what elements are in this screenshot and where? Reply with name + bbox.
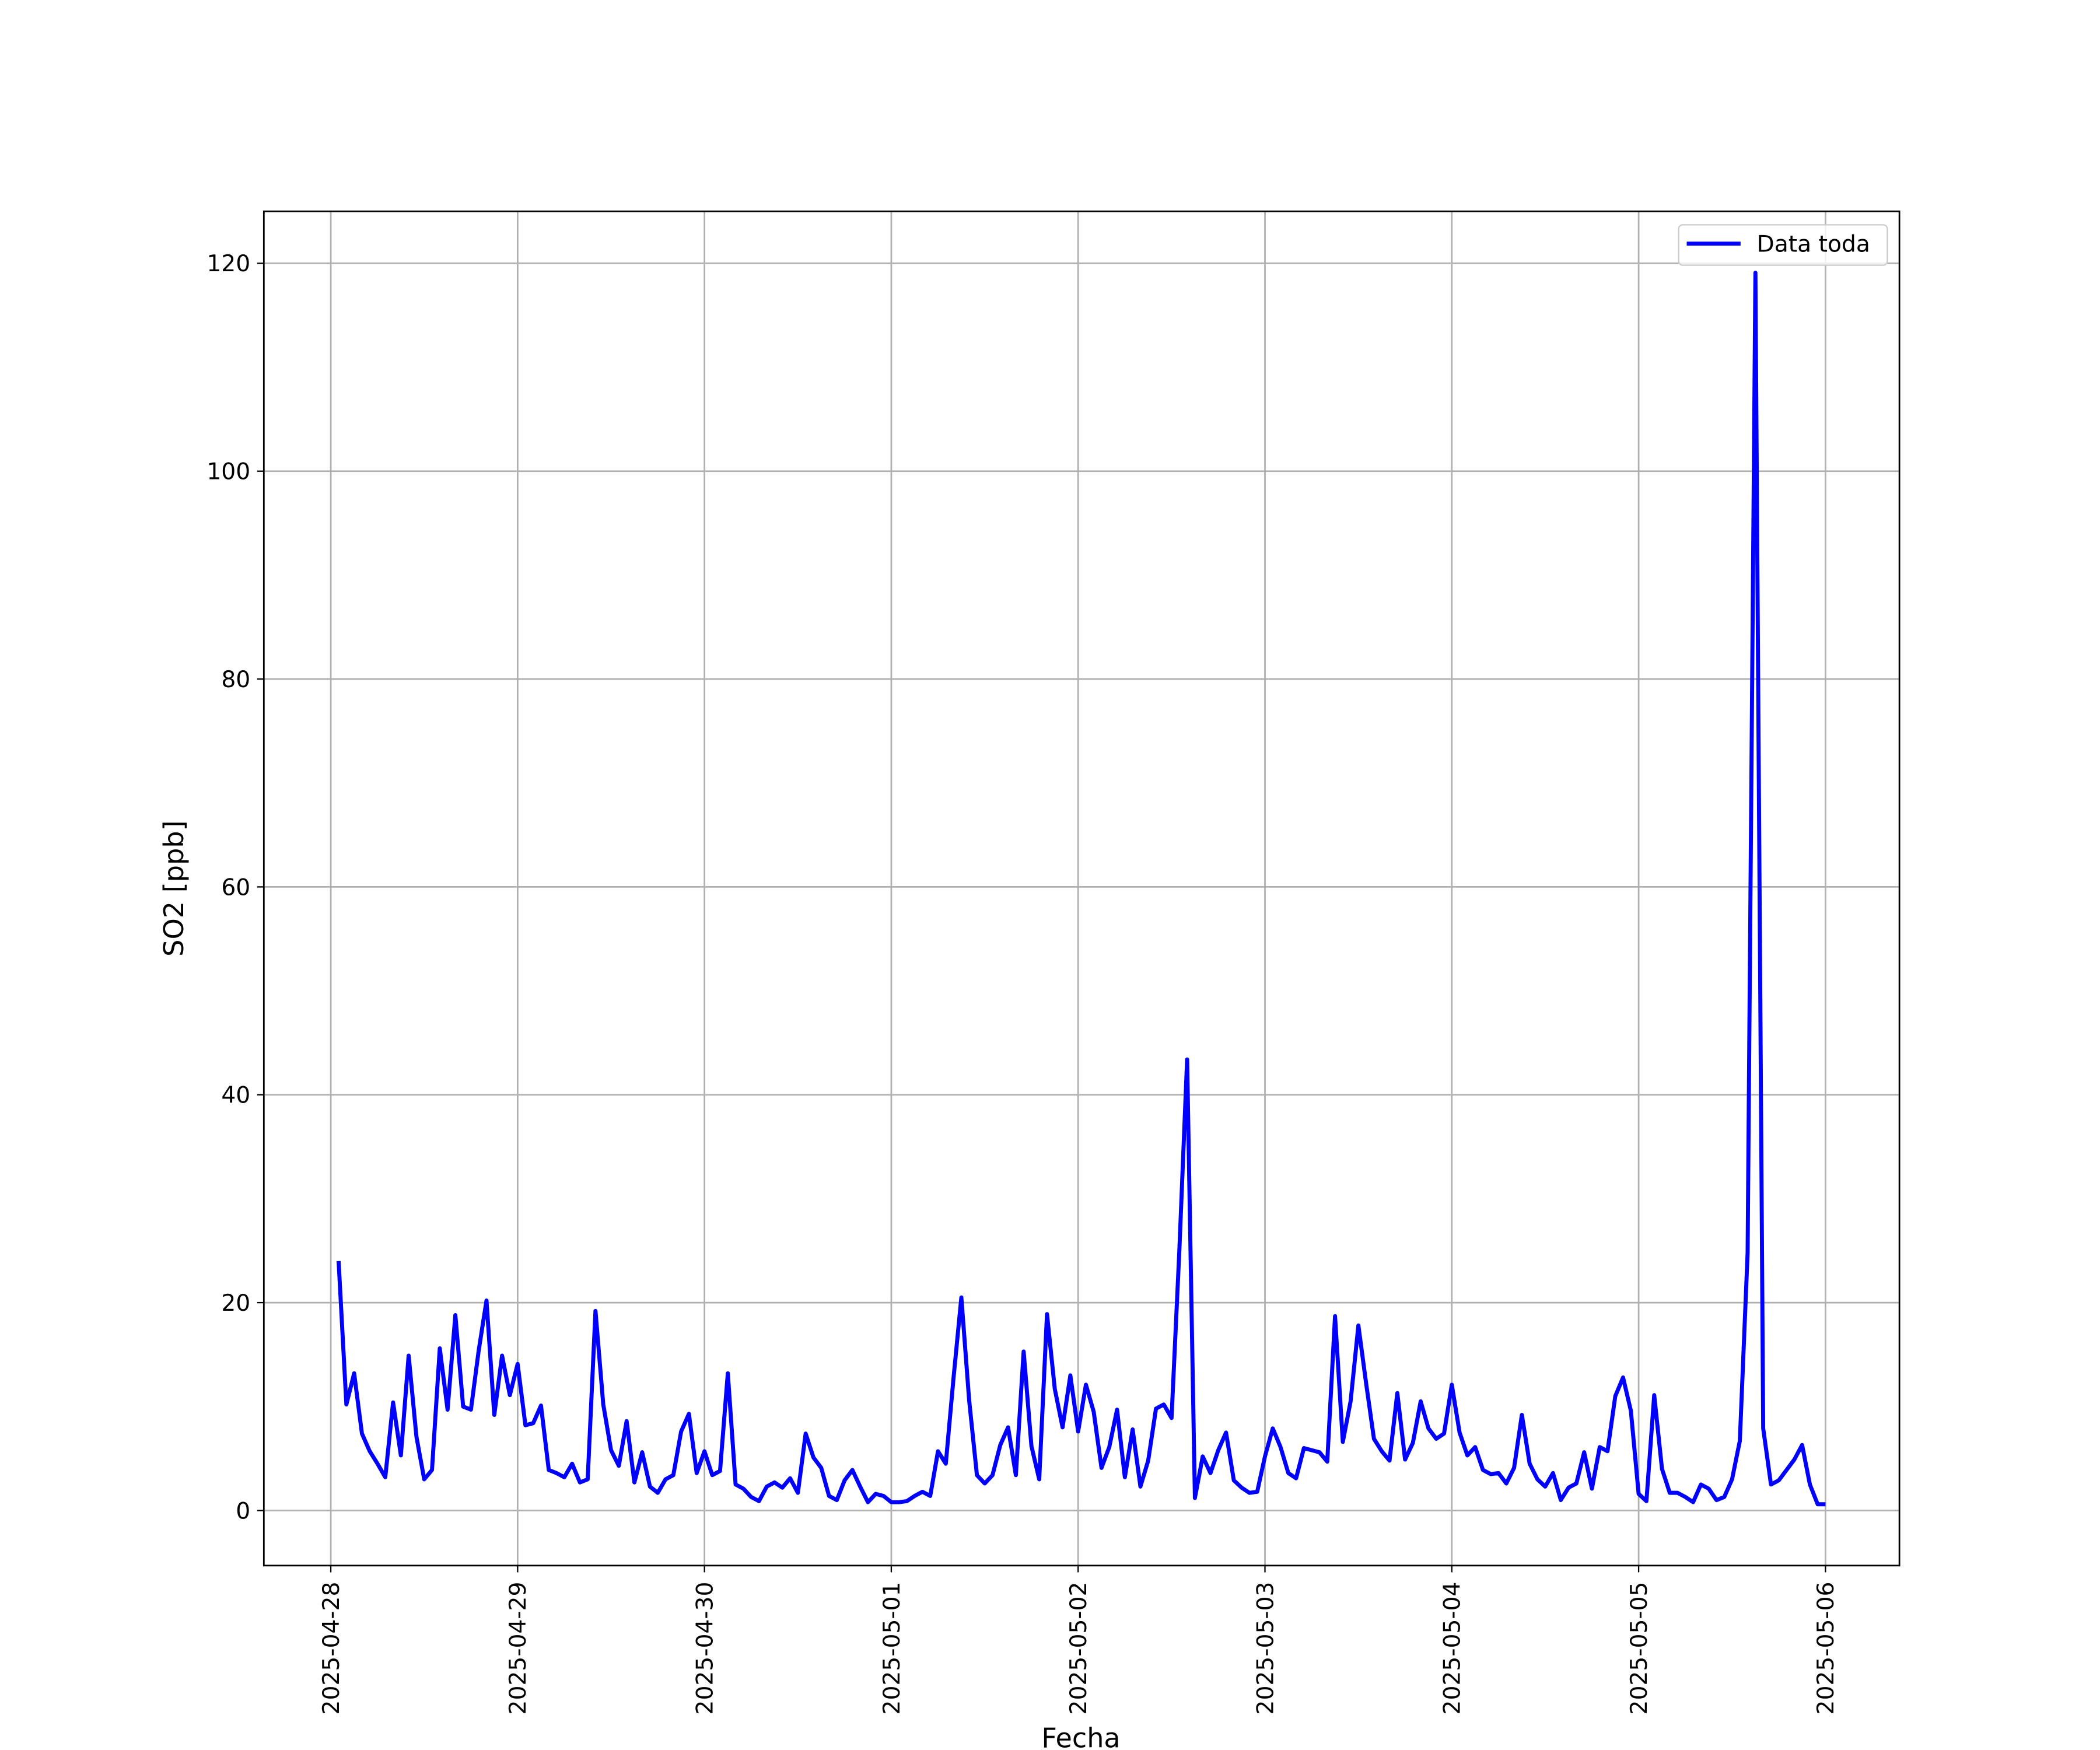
x-tick-label: 2025-04-29 xyxy=(505,1582,531,1715)
x-tick-label: 2025-05-06 xyxy=(1813,1582,1839,1715)
y-tick-label: 20 xyxy=(221,1290,250,1317)
y-tick-label: 100 xyxy=(206,459,250,485)
x-tick-label: 2025-05-03 xyxy=(1252,1582,1279,1715)
x-tick-label: 2025-05-01 xyxy=(879,1582,905,1715)
y-tick-label: 60 xyxy=(221,874,250,901)
y-tick-label: 40 xyxy=(221,1083,250,1109)
x-tick-label: 2025-05-05 xyxy=(1626,1582,1653,1715)
x-tick-label: 2025-05-02 xyxy=(1066,1582,1092,1715)
y-tick-label: 0 xyxy=(236,1498,250,1524)
legend-box xyxy=(1678,224,1888,266)
x-tick-label: 2025-04-28 xyxy=(318,1582,345,1715)
plot-frame xyxy=(262,210,1901,1567)
x-tick-label: 2025-05-04 xyxy=(1440,1582,1466,1715)
y-tick-label: 80 xyxy=(221,667,250,693)
legend-label: Data toda xyxy=(1757,232,1870,258)
x-tick-label: 2025-04-30 xyxy=(692,1582,718,1715)
data-line xyxy=(336,270,1826,1507)
y-tick-label: 120 xyxy=(206,251,250,277)
y-axis-label: SO2 [ppb] xyxy=(158,820,190,957)
x-axis-label: Fecha xyxy=(1041,1722,1120,1750)
